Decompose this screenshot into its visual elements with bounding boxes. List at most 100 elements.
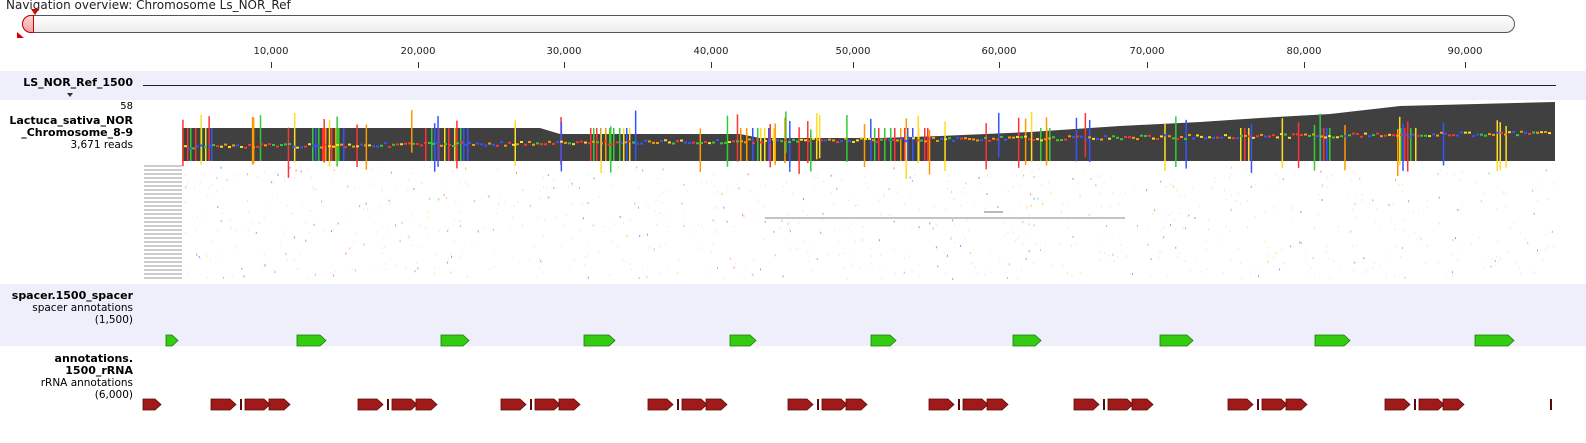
read-dot	[1180, 212, 1182, 215]
read-dot	[629, 263, 631, 266]
nav-start-marker-icon[interactable]	[31, 9, 39, 15]
consensus-speckle	[508, 141, 511, 144]
consensus-speckle	[948, 137, 951, 140]
consensus-speckle	[260, 143, 263, 146]
read-dot	[1199, 205, 1201, 208]
spacer-track-label[interactable]: spacer.1500_spacer spacer annotations (1…	[12, 290, 133, 327]
consensus-speckle	[1376, 132, 1379, 135]
read-dot	[984, 273, 986, 276]
consensus-speckle	[1540, 131, 1543, 134]
consensus-speckle	[716, 139, 719, 142]
read-dot	[200, 214, 202, 217]
consensus-speckle	[1120, 138, 1123, 141]
read-dot	[896, 191, 898, 194]
read-dot	[984, 207, 986, 210]
read-dot	[581, 203, 583, 206]
navigation-window-handle[interactable]	[22, 15, 34, 33]
read-dot	[1268, 252, 1270, 255]
variant-stripe	[1442, 122, 1445, 166]
read-dot	[1017, 237, 1019, 240]
ruler-tick-label: 70,000	[1129, 46, 1165, 57]
read-dot	[1545, 247, 1547, 250]
read-dot	[477, 230, 479, 233]
rrna-track-label[interactable]: annotations. 1500_rRNA rRNA annotations …	[40, 353, 133, 402]
read-dot	[646, 276, 648, 279]
nav-end-marker-icon[interactable]	[17, 32, 24, 38]
read-dot	[460, 219, 462, 222]
consensus-speckle	[808, 140, 811, 143]
read-dot	[968, 229, 970, 232]
read-dot	[1267, 260, 1269, 263]
read-dot	[952, 277, 954, 280]
rrna-feature	[1285, 398, 1308, 411]
read-dot	[1192, 186, 1194, 189]
consensus-speckle	[1036, 138, 1039, 141]
read-dot	[712, 219, 714, 222]
read-dot	[458, 220, 460, 223]
read-dot	[893, 167, 895, 170]
read-dot	[849, 231, 851, 234]
read-dot	[1290, 245, 1292, 248]
read-dot	[808, 166, 810, 169]
spacer-feature	[583, 334, 616, 347]
consensus-speckle	[820, 139, 823, 142]
read-dot	[230, 219, 232, 222]
consensus-speckle	[196, 145, 199, 148]
read-dot	[1553, 245, 1555, 248]
read-dot	[781, 219, 783, 222]
read-dot	[758, 214, 760, 217]
consensus-speckle	[732, 140, 735, 143]
consensus-speckle	[1060, 139, 1063, 142]
read-dot	[1170, 183, 1172, 186]
read-dot	[865, 182, 867, 185]
variant-stripe	[431, 128, 433, 161]
consensus-speckle	[1064, 138, 1067, 141]
read-dot	[1470, 243, 1472, 246]
read-dot	[279, 244, 281, 247]
read-dot	[293, 236, 295, 239]
read-dot	[479, 198, 481, 201]
read-dot	[821, 219, 823, 222]
read-dot	[847, 226, 849, 229]
consensus-speckle	[280, 144, 283, 147]
read-dot	[306, 168, 308, 171]
read-dot	[647, 233, 649, 236]
consensus-speckle	[640, 142, 643, 145]
reads-track-label[interactable]: Lactuca_sativa_NOR _Chromosome_8-9 3,671…	[9, 115, 133, 152]
read-dot	[1214, 176, 1216, 179]
read-dot	[1184, 227, 1186, 230]
reference-track-label[interactable]: LS_NOR_Ref_1500	[23, 76, 133, 89]
consensus-speckle	[1452, 134, 1455, 137]
consensus-speckle	[356, 145, 359, 148]
read-dot	[712, 242, 714, 245]
consensus-speckle	[1168, 135, 1171, 138]
consensus-speckle	[332, 145, 335, 148]
variant-stripe	[1329, 128, 1331, 161]
read-dot	[1154, 209, 1156, 212]
read-dot	[659, 212, 661, 215]
consensus-speckle	[1176, 137, 1179, 140]
read-dot	[813, 186, 815, 189]
reference-expand-icon[interactable]	[67, 93, 73, 97]
read-dot	[395, 188, 397, 191]
read-dot	[256, 175, 258, 178]
rrna-feature	[387, 399, 389, 410]
read-dot	[1338, 265, 1340, 268]
consensus-speckle	[1404, 133, 1407, 136]
read-dot	[1152, 212, 1154, 215]
read-dot	[210, 259, 212, 262]
spacer-feature	[1159, 334, 1194, 347]
rrna-track-subtitle: rRNA annotations	[40, 377, 133, 389]
read-dot	[634, 202, 636, 205]
consensus-speckle	[1340, 135, 1343, 138]
read-dot	[934, 205, 936, 208]
read-dot	[656, 223, 658, 226]
read-dot	[549, 196, 551, 199]
read-dot	[1105, 225, 1107, 228]
consensus-speckle	[1196, 134, 1199, 137]
read-dot	[1438, 196, 1440, 199]
read-dot	[816, 172, 818, 175]
consensus-speckle	[792, 138, 795, 141]
read-dot	[817, 176, 819, 179]
